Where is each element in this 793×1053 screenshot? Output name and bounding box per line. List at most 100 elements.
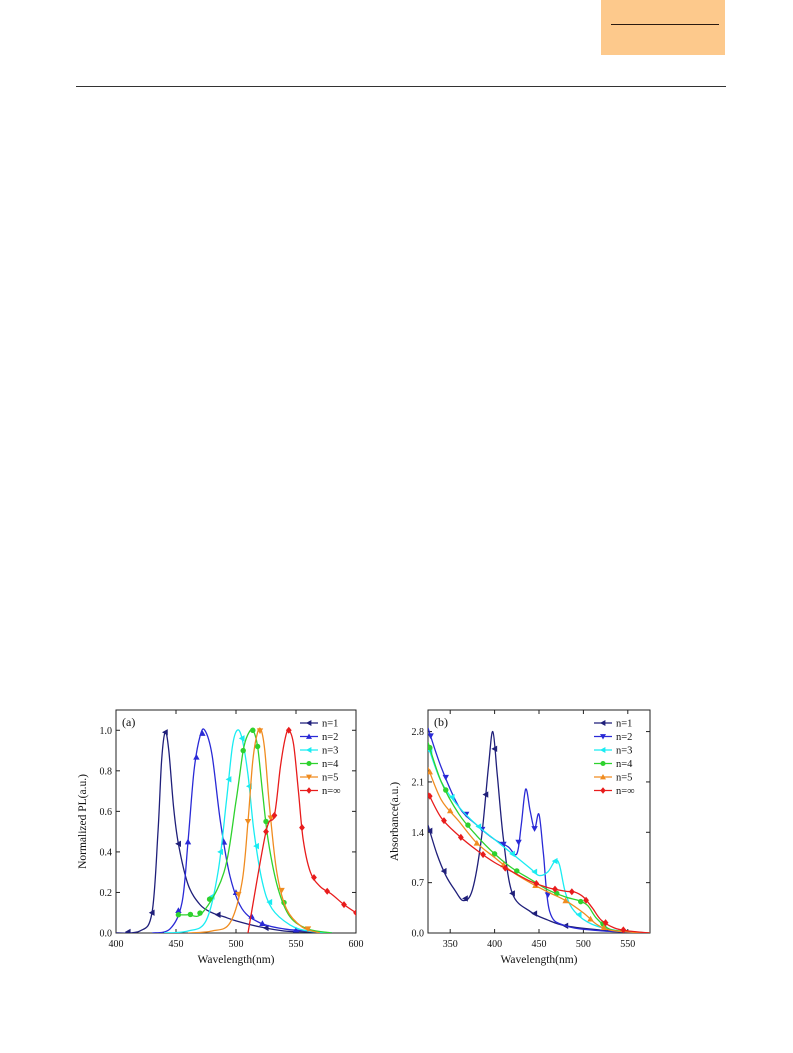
series-point [509,850,515,858]
series-point [442,774,449,781]
y-tick-label: 0.0 [412,929,425,940]
series-point [428,768,433,775]
series-point [248,913,255,919]
series-point [568,888,575,896]
y-tick-label: 0.7 [412,878,425,889]
series-point [341,901,347,909]
series-point [447,807,454,814]
series-line [187,727,321,933]
header-color-box [601,0,725,55]
series-point [552,885,558,893]
series-point [244,818,252,825]
series-point [250,727,256,733]
series-point [578,898,584,905]
legend-label: n=4 [322,759,339,770]
series-point [602,919,609,927]
series-line [428,730,650,933]
series-point [175,912,182,918]
series-point [500,841,507,848]
legend-marker [306,747,312,753]
series-point [175,840,181,847]
legend-marker [306,787,312,794]
series-line [428,742,650,933]
series-point [240,747,246,754]
legend-label: n=3 [322,746,338,757]
series-point [254,743,261,750]
series-point [278,887,285,894]
series-point [514,868,520,874]
x-tick-label: 350 [443,939,458,950]
series-point [482,791,489,798]
series-group [116,726,356,933]
legend-marker [306,733,312,739]
series-point [206,896,213,902]
series-point [256,728,264,735]
series-point [441,817,447,825]
series-point [509,890,515,897]
series-point [267,815,274,822]
series-4 [175,727,333,933]
legend-label: n=2 [616,732,632,743]
legend-marker [600,774,606,780]
legend-label: n=∞ [322,786,341,797]
y-tick-label: 1.4 [412,828,425,839]
series-point [187,911,194,918]
y-tick-label: 0.6 [100,807,113,818]
series-point [491,851,498,857]
series-point [575,911,582,918]
x-tick-label: 600 [349,939,364,950]
y-tick-label: 0.0 [100,929,113,940]
series-point [262,924,269,932]
legend-label: n=4 [616,759,633,770]
legend-marker [600,747,606,753]
series-point [263,818,269,825]
x-tick-label: 450 [532,939,547,950]
series-point [148,909,155,916]
series-line [151,728,333,933]
x-axis-label: Wavelength(nm) [501,954,578,966]
series-point [448,793,455,801]
series-point [531,826,538,832]
series-point [531,868,538,876]
series-point [235,891,242,898]
legend-label: n=2 [322,732,338,743]
series-point [428,827,433,835]
x-tick-label: 400 [109,939,124,950]
series-point [259,920,266,927]
legend-marker [600,787,606,794]
legend-label: n=1 [616,719,632,730]
series-point [193,753,200,760]
series-point [225,776,232,783]
x-tick-label: 450 [169,939,184,950]
legend-label: n=5 [322,773,338,784]
header-rule [76,86,726,87]
series-point [214,911,221,918]
y-tick-label: 0.2 [100,888,113,899]
series-point [465,822,471,828]
series-line [116,731,333,933]
series-point [562,897,569,904]
x-axis-label: Wavelength(nm) [198,954,275,966]
series-point [353,909,356,917]
legend-label: n=∞ [616,786,635,797]
series-point [480,851,486,859]
series-point [263,828,269,836]
series-6 [247,726,356,933]
series-point [600,924,608,930]
series-point [266,898,273,906]
legend-marker [600,734,606,740]
series-point [428,792,433,800]
series-5 [428,767,650,933]
y-tick-label: 1.0 [100,726,113,737]
x-tick-label: 500 [576,939,591,950]
series-group [428,727,650,933]
x-tick-label: 500 [229,939,244,950]
y-tick-label: 2.8 [412,727,425,738]
plot-frame [115,709,357,934]
series-point [299,824,305,832]
series-point [197,910,203,916]
series-point [457,833,464,841]
legend-label: n=5 [616,773,632,784]
series-point [175,907,182,914]
chart-panel-a: 400 450 500 550 600 0.0 0.2 0.4 0.6 0.8 1.0 Wavelen… [77,709,364,966]
